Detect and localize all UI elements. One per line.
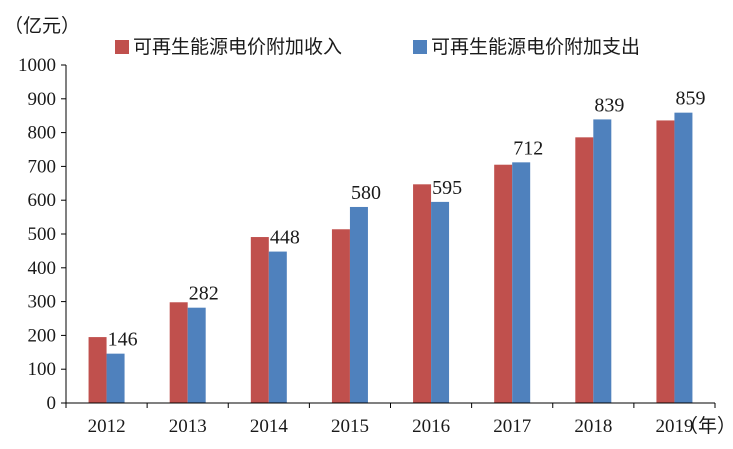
data-label-2017: 712 (513, 137, 543, 159)
x-tick-label: 2018 (574, 416, 612, 437)
bar-expenditure-2013 (187, 307, 206, 403)
data-label-2018: 839 (594, 94, 624, 116)
data-label-2013: 282 (189, 283, 219, 305)
y-tick-label: 0 (47, 393, 57, 414)
x-tick-label: 2017 (493, 416, 531, 437)
legend-label-income: 可再生能源电价附加收入 (133, 36, 342, 58)
data-label-2015: 580 (351, 182, 381, 204)
y-tick-label: 900 (28, 89, 57, 110)
y-tick-label: 300 (28, 292, 57, 313)
bar-expenditure-2012 (106, 353, 125, 403)
bar-expenditure-2019 (674, 112, 693, 404)
y-tick-label: 700 (28, 156, 57, 177)
data-label-2012: 146 (108, 329, 138, 351)
bar-expenditure-2014 (268, 251, 287, 403)
data-labels: 146 282 448 580 595 712 839 859 (108, 88, 706, 351)
y-tick-label: 100 (28, 359, 57, 380)
bar-expenditure-2016 (431, 201, 450, 403)
legend: 可再生能源电价附加收入 可再生能源电价附加支出 (115, 36, 640, 58)
x-tick-label: 2013 (169, 416, 207, 437)
bar-income-2015 (331, 229, 350, 403)
legend-label-expenditure: 可再生能源电价附加支出 (431, 36, 640, 58)
y-tick-label: 600 (28, 190, 57, 211)
y-tick-label: 200 (28, 325, 57, 346)
axes (61, 64, 716, 408)
bar-income-2013 (169, 302, 188, 403)
y-axis-tick-labels: 0 100 200 300 400 500 600 700 800 900 1000 (18, 55, 56, 414)
bar-income-2014 (250, 237, 269, 403)
data-label-2016: 595 (432, 177, 462, 199)
bar-income-2012 (88, 337, 107, 403)
bar-income-2019 (656, 120, 675, 403)
y-tick-label: 1000 (18, 55, 56, 76)
x-axis-unit-label: （年） (679, 415, 733, 437)
bar-income-2017 (494, 164, 513, 403)
x-tick-label: 2015 (331, 416, 369, 437)
x-tick-label: 2016 (412, 416, 450, 437)
bar-expenditure-2018 (593, 119, 612, 403)
bar-expenditure-2017 (512, 162, 531, 403)
x-tick-label: 2019 (655, 416, 693, 437)
data-label-2019: 859 (675, 88, 705, 110)
bar-series (88, 112, 693, 404)
data-label-2014: 448 (270, 227, 300, 249)
y-tick-label: 400 (28, 258, 57, 279)
bar-income-2018 (575, 137, 594, 403)
x-tick-label: 2014 (250, 416, 289, 437)
x-tick-label: 2012 (88, 416, 126, 437)
y-tick-label: 500 (28, 224, 57, 245)
y-axis-unit-label: （亿元） (4, 15, 80, 37)
bar-income-2016 (413, 184, 432, 403)
legend-swatch-expenditure (413, 40, 427, 54)
y-tick-label: 800 (28, 123, 57, 144)
x-axis-tick-labels: 2012 2013 2014 2015 2016 2017 2018 2019 (88, 416, 694, 437)
legend-swatch-income (115, 40, 129, 54)
bar-expenditure-2015 (349, 206, 368, 403)
